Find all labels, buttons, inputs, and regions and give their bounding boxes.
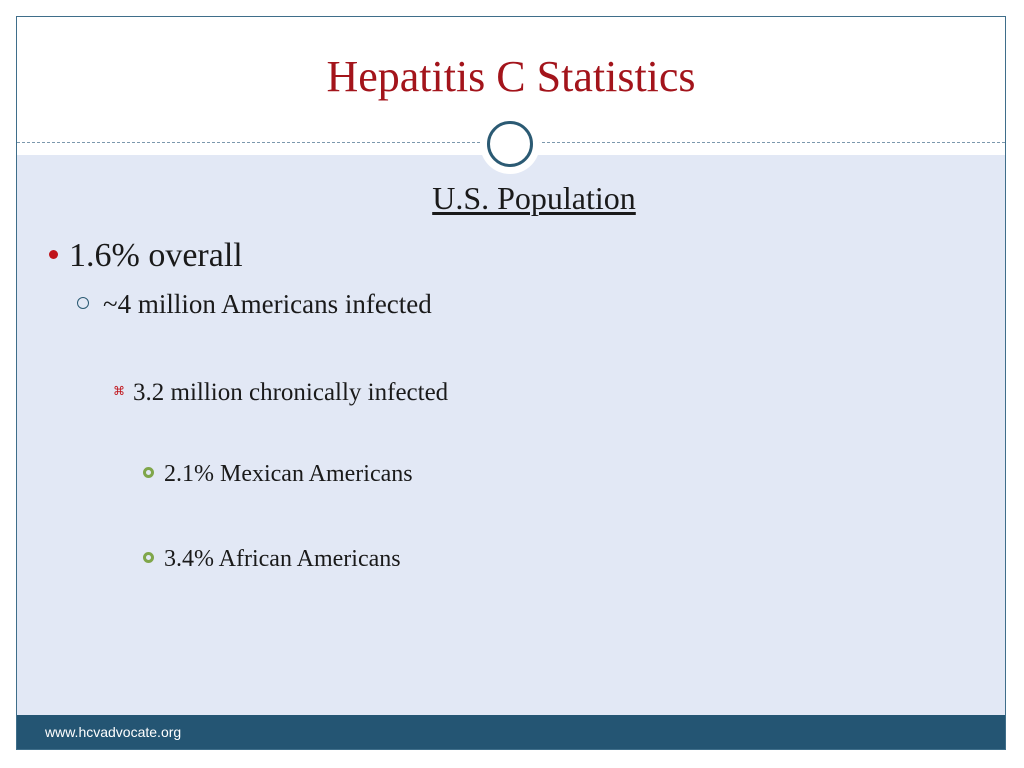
bullet-text: ~4 million Americans infected: [103, 289, 432, 319]
green-ring-bullet-icon: [143, 551, 154, 563]
bullet-text: 1.6% overall: [69, 237, 243, 274]
subtitle-text: U.S. Population: [432, 180, 636, 216]
slide: Hepatitis C Statistics U.S. Population 1…: [16, 16, 1006, 750]
circle-ring-icon: [480, 114, 540, 174]
red-x-bullet-icon: ⌘: [113, 384, 125, 399]
bullet-level-4: 2.1% Mexican Americans: [143, 461, 413, 488]
bullet-level-4: 3.4% African Americans: [143, 546, 401, 573]
bullet-level-2: ~4 million Americans infected: [77, 289, 432, 320]
green-ring-bullet-icon: [143, 466, 154, 478]
bullet-text: 2.1% Mexican Americans: [164, 461, 413, 487]
slide-subtitle: U.S. Population: [17, 180, 1005, 217]
footer-url: www.hcvadvocate.org: [45, 724, 182, 740]
content-area: [17, 155, 1005, 715]
circle-ring-center: [493, 127, 529, 163]
bullet-text: 3.2 million chronically infected: [133, 379, 449, 406]
red-dot-bullet-icon: [49, 249, 58, 259]
bullet-level-1: 1.6% overall: [49, 237, 243, 275]
bullet-level-3: ⌘ 3.2 million chronically infected: [113, 379, 448, 407]
bullet-text: 3.4% African Americans: [164, 546, 401, 572]
slide-title: Hepatitis C Statistics: [326, 52, 696, 101]
hollow-circle-bullet-icon: [77, 296, 89, 309]
circle-ring-outline: [487, 121, 533, 167]
footer-bar: www.hcvadvocate.org: [17, 715, 1005, 749]
